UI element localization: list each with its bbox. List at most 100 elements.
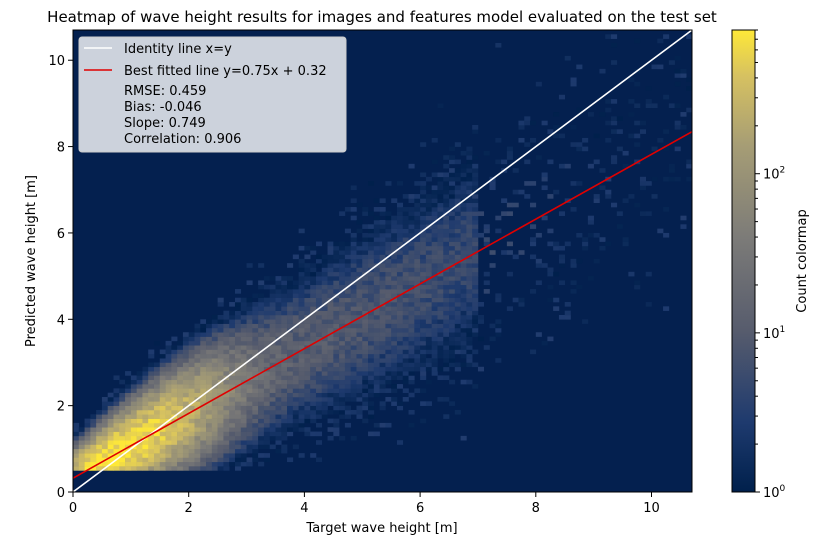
heatmap-cell [142,401,149,406]
heatmap-cell [240,297,247,303]
heatmap-cell [269,401,276,406]
heatmap-cell [310,397,317,402]
heatmap-cell [530,254,537,260]
heatmap-cell [182,345,190,350]
heatmap-cell [350,198,357,204]
heatmap-cell [252,401,259,406]
heatmap-cell [281,284,288,290]
heatmap-cell [194,414,201,419]
heatmap-cell [206,418,213,424]
heatmap-cell [460,284,467,290]
heatmap-cell [472,297,479,303]
heatmap-cell [437,185,444,191]
heatmap-cell [362,254,369,260]
heatmap-cell [460,340,467,346]
heatmap-cell [611,120,618,126]
heatmap-cell [402,237,409,242]
heatmap-cell [396,353,404,359]
heatmap-cell [605,99,612,104]
heatmap-cell [298,353,305,359]
heatmap-cell [692,229,698,234]
heatmap-cell [287,418,294,424]
heatmap-cell [223,392,230,398]
heatmap-cell [211,422,218,428]
heatmap-cell [211,371,218,376]
heatmap-cell [402,353,409,359]
heatmap-cell [425,237,432,242]
heatmap-cell [130,375,137,381]
y-tick-label: 6 [57,227,65,242]
heatmap-cell [449,401,456,406]
heatmap-cell [246,392,253,398]
heatmap-cell [402,271,409,277]
heatmap-cell [234,336,242,342]
heatmap-cell [339,384,346,389]
heatmap-cell [466,267,473,273]
heatmap-cell [84,448,91,454]
heatmap-cell [385,228,392,234]
heatmap-cell [206,422,213,428]
heatmap-cell [402,258,409,264]
heatmap-cell [686,77,692,83]
heatmap-cell [414,302,421,307]
heatmap-cell [339,293,346,299]
heatmap-cell [622,237,629,242]
heatmap-cell [524,194,531,199]
heatmap-cell [437,327,444,333]
heatmap-cell [136,427,143,432]
heatmap-cell [628,271,635,277]
heatmap-cell [142,418,149,424]
heatmap-cell [547,129,554,134]
heatmap-cell [246,388,253,393]
heatmap-cell [287,388,294,393]
heatmap-cell [298,427,305,432]
heatmap-cell [449,284,456,290]
heatmap-cell [391,224,398,229]
heatmap-cell [668,176,675,182]
heatmap-cell [258,323,265,329]
heatmap-cell [275,409,282,415]
heatmap-cell [165,409,172,415]
heatmap-cell [125,414,132,419]
heatmap-cell [414,215,421,221]
heatmap-cell [269,302,276,307]
heatmap-cell [657,38,664,44]
heatmap-cell [373,349,380,355]
heatmap-cell [96,453,103,458]
heatmap-cell [454,219,461,225]
heatmap-cell [171,409,178,415]
heatmap-cell [443,258,450,264]
heatmap-cell [466,155,473,160]
heatmap-cell [547,241,554,247]
heatmap-cell [263,440,270,445]
heatmap-cell [472,237,479,242]
heatmap-cell [431,280,438,286]
heatmap-cell [217,435,224,441]
heatmap-cell [460,323,467,329]
heatmap-cell [223,440,230,445]
heatmap-cell [148,388,155,393]
heatmap-cell [287,375,294,381]
heatmap-cell [177,418,184,424]
heatmap-cell [350,409,357,415]
heatmap-cell [344,289,351,294]
heatmap-cell [472,228,479,234]
heatmap-cell [379,276,386,281]
heatmap-cell [680,224,687,229]
heatmap-cell [165,392,172,398]
heatmap-cell [177,453,184,458]
heatmap-cell [252,427,259,432]
heatmap-cell [206,371,213,376]
heatmap-cell [391,388,398,393]
heatmap-cell [339,241,346,247]
heatmap-cell [599,237,606,242]
heatmap-cell [182,392,190,398]
heatmap-cell [391,332,398,337]
heatmap-cell [425,280,432,286]
heatmap-cell [466,250,473,255]
heatmap-cell [206,323,213,329]
heatmap-cell [344,302,351,307]
heatmap-cell [379,267,386,273]
heatmap-cell [396,401,404,406]
heatmap-cell [258,431,265,437]
